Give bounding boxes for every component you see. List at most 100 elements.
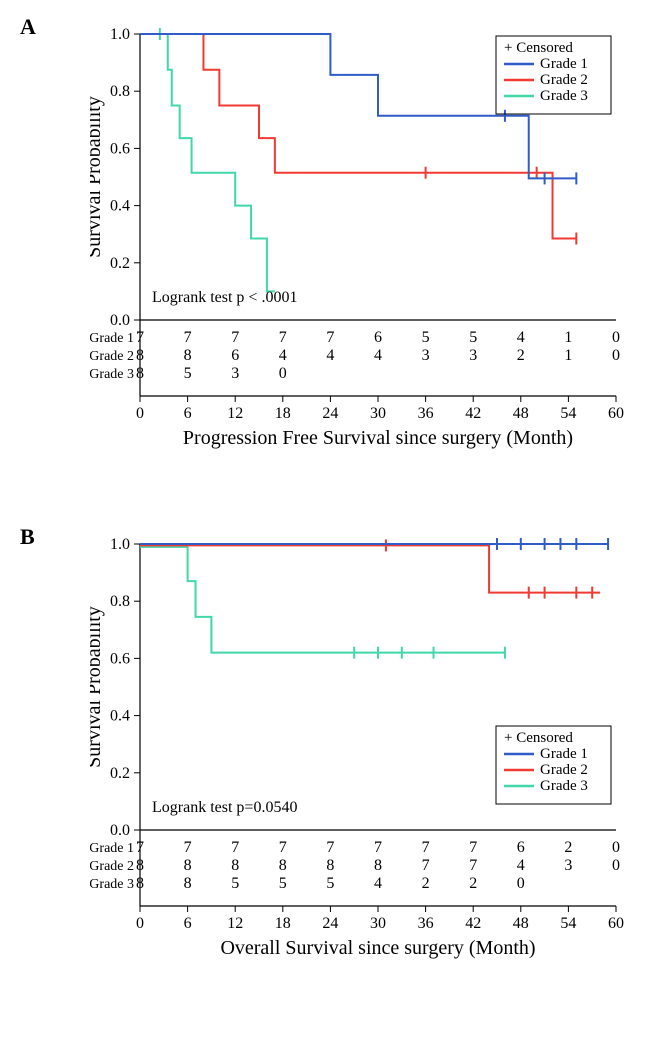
svg-text:7: 7 xyxy=(326,329,334,346)
svg-text:1.0: 1.0 xyxy=(110,536,130,553)
svg-text:5: 5 xyxy=(469,329,477,346)
svg-text:Grade 1: Grade 1 xyxy=(540,746,588,762)
svg-text:1.0: 1.0 xyxy=(110,26,130,43)
panel-a-label: A xyxy=(20,14,36,40)
svg-text:42: 42 xyxy=(465,405,481,422)
panel-b-label: B xyxy=(20,524,35,550)
svg-text:1: 1 xyxy=(564,347,572,364)
svg-text:8: 8 xyxy=(326,857,334,874)
svg-text:3: 3 xyxy=(469,347,477,364)
svg-text:Grade 2: Grade 2 xyxy=(90,859,134,874)
svg-text:5: 5 xyxy=(184,365,192,382)
svg-text:8: 8 xyxy=(279,857,287,874)
svg-text:4: 4 xyxy=(517,857,525,874)
svg-text:Grade 3: Grade 3 xyxy=(540,88,588,104)
svg-text:4: 4 xyxy=(279,347,287,364)
svg-text:Grade 1: Grade 1 xyxy=(540,56,588,72)
svg-text:0.6: 0.6 xyxy=(110,140,130,157)
svg-text:Grade 2: Grade 2 xyxy=(90,349,134,364)
svg-text:54: 54 xyxy=(560,405,576,422)
svg-text:6: 6 xyxy=(231,347,239,364)
svg-text:0.6: 0.6 xyxy=(110,650,130,667)
svg-text:7: 7 xyxy=(184,329,192,346)
svg-text:2: 2 xyxy=(564,839,572,856)
svg-text:7: 7 xyxy=(326,839,334,856)
svg-text:0.8: 0.8 xyxy=(110,83,130,100)
svg-text:4: 4 xyxy=(374,347,382,364)
svg-text:4: 4 xyxy=(374,875,382,892)
panel-b-svg: 0.00.20.40.60.81.0Survival ProbabilityLo… xyxy=(90,530,626,1000)
svg-text:Grade 3: Grade 3 xyxy=(90,367,134,382)
svg-text:0: 0 xyxy=(279,365,287,382)
svg-text:0: 0 xyxy=(517,875,525,892)
svg-text:8: 8 xyxy=(184,857,192,874)
svg-text:6: 6 xyxy=(184,405,192,422)
svg-text:0: 0 xyxy=(612,839,620,856)
svg-text:7: 7 xyxy=(469,857,477,874)
svg-text:Grade 3: Grade 3 xyxy=(540,778,588,794)
svg-text:0.0: 0.0 xyxy=(110,312,130,329)
svg-text:30: 30 xyxy=(370,915,386,932)
svg-text:7: 7 xyxy=(374,839,382,856)
svg-text:0: 0 xyxy=(612,329,620,346)
svg-text:0: 0 xyxy=(136,915,144,932)
svg-text:48: 48 xyxy=(513,405,529,422)
svg-text:0: 0 xyxy=(136,405,144,422)
svg-text:0.4: 0.4 xyxy=(110,708,130,725)
svg-text:7: 7 xyxy=(279,839,287,856)
svg-text:7: 7 xyxy=(231,839,239,856)
svg-text:30: 30 xyxy=(370,405,386,422)
svg-text:+ Censored: + Censored xyxy=(504,40,573,56)
svg-text:Grade 1: Grade 1 xyxy=(90,841,134,856)
svg-text:8: 8 xyxy=(184,347,192,364)
panel-b: B 0.00.20.40.60.81.0Survival Probability… xyxy=(20,530,626,1000)
svg-text:2: 2 xyxy=(422,875,430,892)
svg-text:7: 7 xyxy=(184,839,192,856)
svg-text:0.8: 0.8 xyxy=(110,593,130,610)
svg-text:18: 18 xyxy=(275,405,291,422)
svg-text:60: 60 xyxy=(608,405,624,422)
svg-text:24: 24 xyxy=(322,405,338,422)
svg-text:42: 42 xyxy=(465,915,481,932)
svg-text:Progression Free Survival sinc: Progression Free Survival since surgery … xyxy=(183,427,573,449)
svg-text:7: 7 xyxy=(422,857,430,874)
svg-text:3: 3 xyxy=(422,347,430,364)
svg-text:5: 5 xyxy=(279,875,287,892)
svg-text:36: 36 xyxy=(418,405,434,422)
svg-text:0.2: 0.2 xyxy=(110,765,130,782)
svg-text:0.0: 0.0 xyxy=(110,822,130,839)
svg-text:7: 7 xyxy=(231,329,239,346)
svg-text:Overall Survival since surgery: Overall Survival since surgery (Month) xyxy=(220,937,535,959)
svg-text:24: 24 xyxy=(322,915,338,932)
svg-text:7: 7 xyxy=(279,329,287,346)
svg-text:Grade 2: Grade 2 xyxy=(540,72,588,88)
svg-text:Grade 2: Grade 2 xyxy=(540,762,588,778)
svg-text:6: 6 xyxy=(374,329,382,346)
svg-text:3: 3 xyxy=(564,857,572,874)
svg-text:60: 60 xyxy=(608,915,624,932)
svg-text:5: 5 xyxy=(326,875,334,892)
svg-text:Grade 1: Grade 1 xyxy=(90,331,134,346)
svg-text:8: 8 xyxy=(231,857,239,874)
svg-text:54: 54 xyxy=(560,915,576,932)
svg-text:7: 7 xyxy=(469,839,477,856)
svg-text:Survival Probability: Survival Probability xyxy=(90,606,105,768)
svg-text:1: 1 xyxy=(564,329,572,346)
svg-text:18: 18 xyxy=(275,915,291,932)
svg-text:3: 3 xyxy=(231,365,239,382)
svg-text:36: 36 xyxy=(418,915,434,932)
svg-text:Grade 3: Grade 3 xyxy=(90,877,134,892)
svg-text:5: 5 xyxy=(422,329,430,346)
svg-text:+ Censored: + Censored xyxy=(504,730,573,746)
svg-text:0: 0 xyxy=(612,347,620,364)
svg-text:4: 4 xyxy=(517,329,525,346)
svg-text:0.2: 0.2 xyxy=(110,255,130,272)
panel-a-svg: 0.00.20.40.60.81.0Survival ProbabilityLo… xyxy=(90,20,626,490)
svg-text:12: 12 xyxy=(227,405,243,422)
svg-text:48: 48 xyxy=(513,915,529,932)
svg-text:6: 6 xyxy=(184,915,192,932)
svg-text:12: 12 xyxy=(227,915,243,932)
svg-text:0.4: 0.4 xyxy=(110,198,130,215)
figure: A 0.00.20.40.60.81.0Survival Probability… xyxy=(20,20,626,1000)
svg-text:Logrank test p < .0001: Logrank test p < .0001 xyxy=(152,289,297,306)
